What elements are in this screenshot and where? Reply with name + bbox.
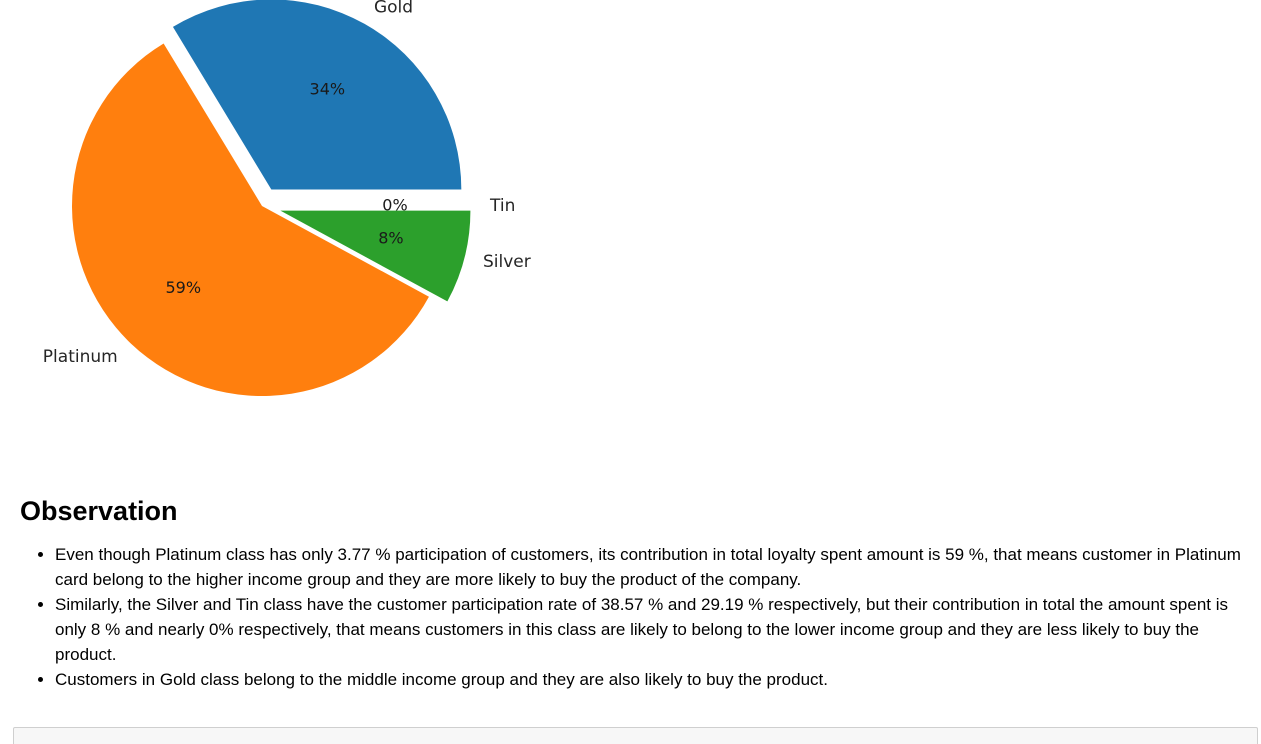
pie-label-platinum: Platinum [43, 347, 118, 367]
observation-heading: Observation [20, 496, 178, 526]
observation-item-gold: Customers in Gold class belong to the mi… [55, 667, 1255, 692]
pie-slice-platinum [72, 43, 429, 396]
observation-list: Even though Platinum class has only 3.77… [20, 542, 1255, 692]
pie-label-tin: Tin [489, 196, 515, 216]
pie-pct-tin: 0% [382, 196, 407, 215]
pie-slice-gold [172, 0, 462, 190]
pie-pct-silver: 8% [378, 228, 403, 247]
pie-label-silver: Silver [483, 252, 531, 272]
pie-pct-platinum: 59% [166, 278, 202, 297]
pie-label-gold: Gold [374, 0, 413, 17]
pie-chart: Gold 34% Platinum 59% Silver 8% Tin 0% [0, 0, 640, 440]
next-notebook-cell[interactable] [13, 727, 1258, 744]
pie-pct-gold: 34% [310, 80, 346, 99]
pie-slice-silver [280, 210, 471, 302]
observation-item-silver-tin: Similarly, the Silver and Tin class have… [55, 592, 1255, 667]
observation-section: Observation Even though Platinum class h… [20, 494, 1255, 692]
pie-chart-svg: Gold 34% Platinum 59% Silver 8% Tin 0% [43, 0, 531, 396]
observation-item-platinum: Even though Platinum class has only 3.77… [55, 542, 1255, 592]
